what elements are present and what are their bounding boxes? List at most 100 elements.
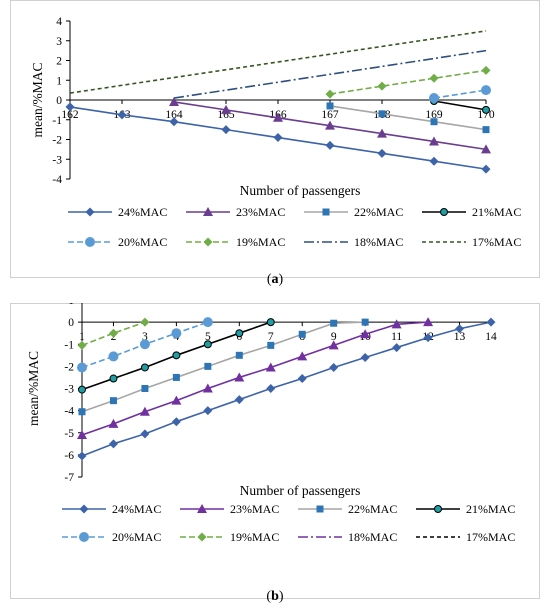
data-point-19pctmac-a <box>481 65 491 75</box>
data-point-20pctmac-b <box>108 351 119 362</box>
x-tick-label-b: 3 <box>142 331 148 343</box>
data-point-23pctmac-a <box>169 96 179 106</box>
data-point-23pctmac-b <box>423 317 434 327</box>
legend-entry-18pctmac-a: 18%MAC <box>304 235 403 249</box>
data-point-23pctmac-b <box>77 429 87 439</box>
line-chart-a: -4-3-2-101234162163164165166167168169170… <box>30 16 521 249</box>
legend-marker-a <box>85 207 95 217</box>
data-point-24pctmac-b <box>486 317 496 327</box>
x-axis-title-b: Number of passengers <box>240 483 361 498</box>
data-point-24pctmac-b <box>392 343 402 353</box>
legend-label-b: 21%MAC <box>466 502 515 516</box>
x-tick-label-a: 170 <box>477 109 495 121</box>
series-23pctmac-a <box>169 96 491 154</box>
series-19pctmac-b <box>77 317 150 350</box>
y-tick-label-a: 4 <box>56 16 62 28</box>
data-point-23pctmac-b <box>265 362 276 372</box>
data-point-24pctmac-a <box>117 110 127 120</box>
panel-a: -4-3-2-101234162163164165166167168169170… <box>0 0 550 292</box>
legend-marker-a <box>85 237 95 247</box>
data-point-22pctmac-b <box>172 373 180 381</box>
legend-marker-a <box>440 208 448 216</box>
x-tick-label-b: 5 <box>205 331 211 343</box>
data-point-20pctmac-b <box>171 328 182 339</box>
data-point-20pctmac-a <box>429 93 439 104</box>
x-axis-title-a: Number of passengers <box>240 183 361 198</box>
data-point-24pctmac-b <box>203 406 213 416</box>
series-24pctmac-a <box>65 102 491 174</box>
data-point-20pctmac-b <box>202 317 213 328</box>
y-tick-label-a: -3 <box>52 154 62 166</box>
legend-label-b: 18%MAC <box>348 530 397 544</box>
data-point-24pctmac-a <box>481 164 491 174</box>
data-point-23pctmac-b <box>171 395 182 405</box>
data-point-24pctmac-b <box>297 374 307 384</box>
data-point-23pctmac-a <box>481 144 491 154</box>
data-point-23pctmac-b <box>328 340 339 350</box>
data-point-22pctmac-a <box>430 118 438 126</box>
legend-label-b: 22%MAC <box>348 502 397 516</box>
chart-frame-b <box>10 303 540 599</box>
y-tick-label-a: 0 <box>56 95 62 107</box>
data-point-23pctmac-a <box>325 120 335 130</box>
series-21pctmac-b <box>78 318 275 394</box>
y-tick-label-b: -3 <box>64 384 74 396</box>
data-point-23pctmac-b <box>391 319 402 329</box>
legend-label-b: 19%MAC <box>230 530 279 544</box>
series-24pctmac-b <box>77 317 496 461</box>
data-point-24pctmac-b <box>266 384 276 393</box>
y-tick-label-b: -6 <box>64 450 74 462</box>
y-axis-title-a: mean/%MAC <box>30 63 45 138</box>
legend-marker-a <box>203 207 213 216</box>
legend-entry-22pctmac-a: 22%MAC <box>304 205 403 219</box>
y-tick-label-a: 2 <box>56 56 62 68</box>
legend-entry-19pctmac-a: 19%MAC <box>186 235 285 249</box>
data-point-23pctmac-b <box>297 351 308 361</box>
data-point-24pctmac-b <box>140 429 150 439</box>
legend-entry-20pctmac-a: 20%MAC <box>68 235 167 249</box>
legend-entry-21pctmac-a: 21%MAC <box>422 205 521 219</box>
data-point-24pctmac-b <box>423 333 433 343</box>
data-point-24pctmac-b <box>77 451 87 461</box>
legend-label-b: 24%MAC <box>112 502 161 516</box>
series-20pctmac-a <box>429 85 491 104</box>
data-point-22pctmac-b <box>298 330 306 338</box>
series-23pctmac-b <box>77 317 434 439</box>
legend-marker-a <box>203 237 213 247</box>
data-point-22pctmac-a <box>482 126 490 134</box>
data-point-21pctmac-b <box>235 329 244 338</box>
data-point-24pctmac-b <box>234 395 244 405</box>
y-tick-label-b: 1 <box>68 303 74 307</box>
legend-label-a: 23%MAC <box>236 205 285 219</box>
x-tick-label-a: 167 <box>321 109 339 121</box>
data-point-23pctmac-b <box>360 329 371 339</box>
data-point-22pctmac-b <box>204 362 212 370</box>
y-tick-label-a: 3 <box>56 36 62 48</box>
legend-label-a: 20%MAC <box>118 235 167 249</box>
series-22pctmac-a <box>326 102 490 134</box>
y-tick-label-a: -2 <box>52 135 62 147</box>
series-line-19pctmac-b <box>81 321 146 347</box>
series-19pctmac-a <box>325 65 491 99</box>
data-point-23pctmac-a <box>377 128 387 138</box>
data-point-23pctmac-a <box>221 104 231 114</box>
legend-entry-24pctmac-a: 24%MAC <box>68 205 167 219</box>
legend-marker-b <box>316 505 324 513</box>
y-tick-label-b: -2 <box>64 361 74 373</box>
data-point-21pctmac-b <box>172 351 181 360</box>
x-tick-label-b: 1 <box>79 331 85 343</box>
data-point-19pctmac-b <box>140 317 150 327</box>
x-tick-label-b: 7 <box>268 331 274 343</box>
series-line-20pctmac-a <box>433 89 487 99</box>
series-17pctmac-a <box>69 30 487 94</box>
data-point-24pctmac-a <box>221 125 231 135</box>
legend-label-b: 23%MAC <box>230 502 279 516</box>
legend-label-a: 22%MAC <box>354 205 403 219</box>
data-point-19pctmac-a <box>429 73 439 83</box>
y-tick-label-a: -1 <box>52 115 62 127</box>
data-point-24pctmac-b <box>171 417 181 427</box>
x-tick-label-b: 9 <box>331 331 337 343</box>
legend-marker-b <box>79 532 89 542</box>
panel-b: -7-6-5-4-3-2-1011234567891011121314mean/… <box>0 303 550 609</box>
y-tick-label-b: -1 <box>64 339 74 351</box>
